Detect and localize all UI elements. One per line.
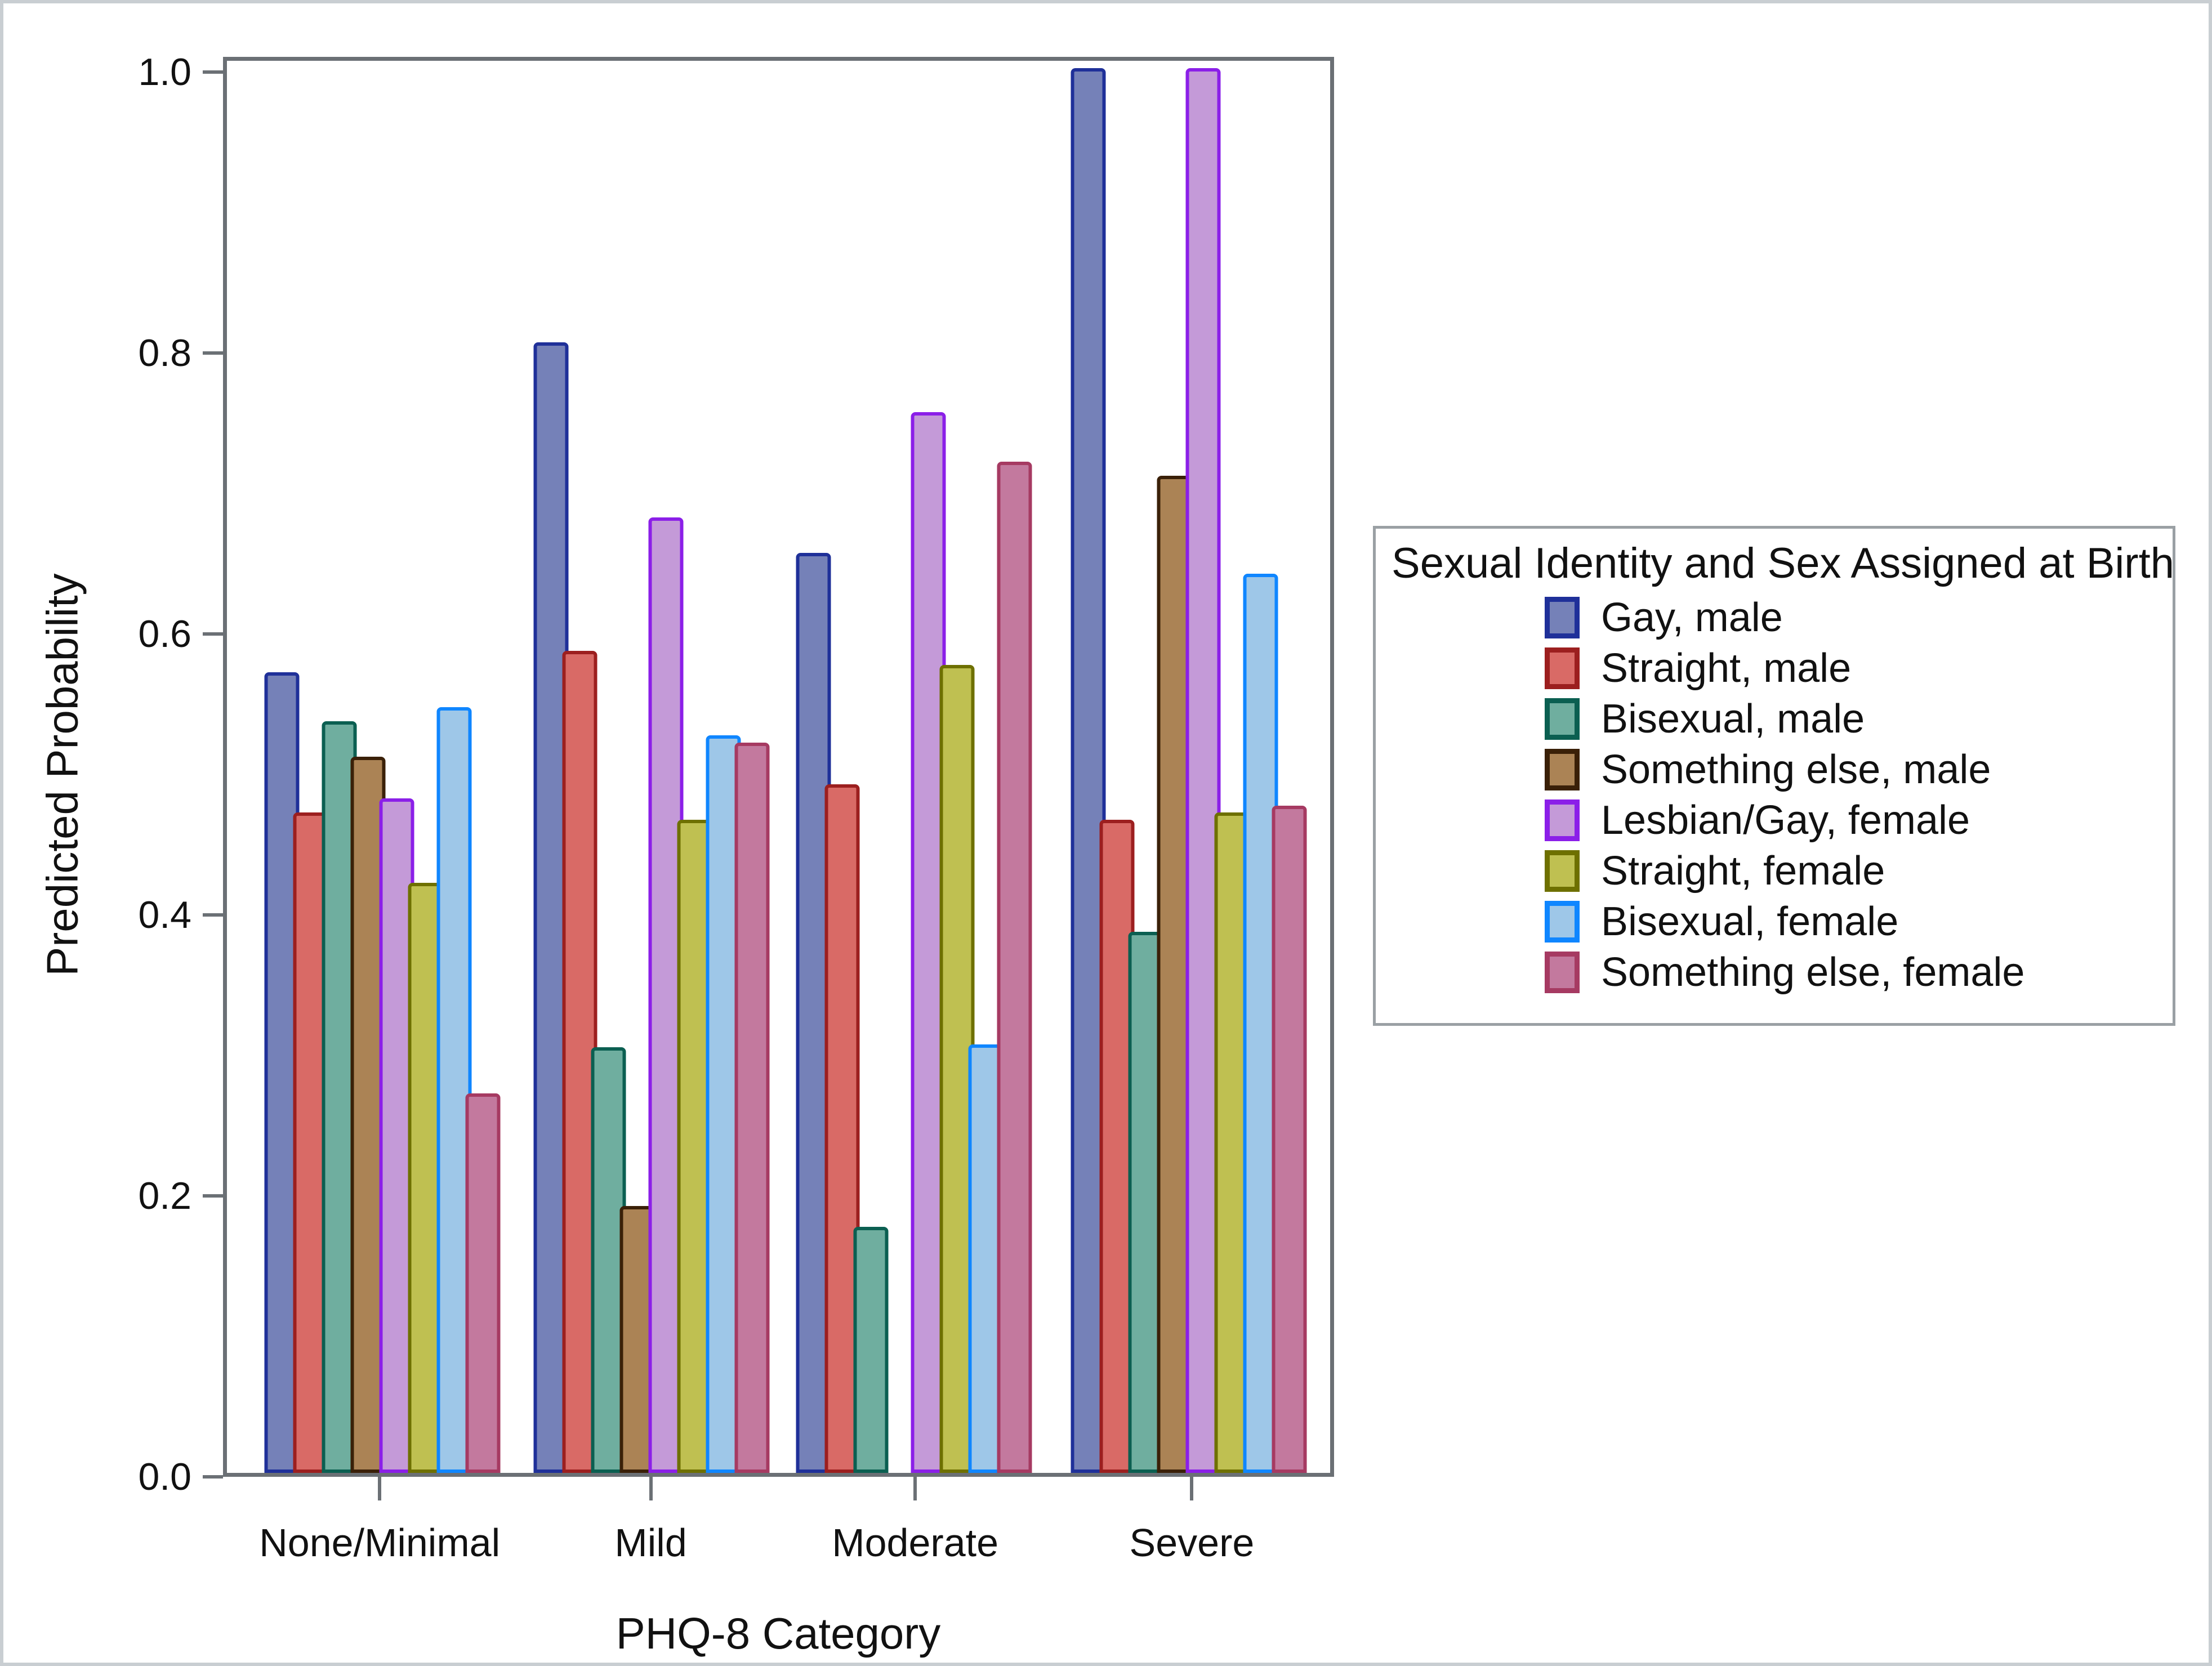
x-axis-category-label: Severe bbox=[1129, 1521, 1255, 1565]
y-axis-tick bbox=[203, 1475, 223, 1479]
legend-swatch-icon bbox=[1545, 901, 1580, 943]
legend-row: Lesbian/Gay, female bbox=[1545, 798, 1970, 843]
legend-swatch-icon bbox=[1545, 952, 1580, 993]
y-axis-tick-label: 0.0 bbox=[138, 1455, 191, 1498]
legend-row: Straight, female bbox=[1545, 848, 1885, 894]
legend-swatch-icon bbox=[1545, 597, 1580, 638]
y-axis-tick-label: 0.8 bbox=[138, 332, 191, 374]
legend-box: Sexual Identity and Sex Assigned at Birt… bbox=[1373, 526, 2175, 1026]
x-axis-category-label: Mild bbox=[614, 1521, 687, 1565]
legend-swatch-icon bbox=[1545, 698, 1580, 740]
legend-label: Something else, female bbox=[1601, 950, 2025, 995]
y-axis-tick-label: 0.6 bbox=[138, 613, 191, 655]
legend-label: Gay, male bbox=[1601, 595, 1783, 640]
y-axis-tick-label: 0.2 bbox=[138, 1174, 191, 1217]
y-axis-tick bbox=[203, 351, 223, 355]
legend-label: Straight, female bbox=[1601, 848, 1885, 894]
y-axis-tick bbox=[203, 913, 223, 917]
x-axis-tick bbox=[1190, 1477, 1194, 1500]
y-axis-tick bbox=[203, 70, 223, 74]
y-axis-tick bbox=[203, 1194, 223, 1198]
legend-swatch-icon bbox=[1545, 749, 1580, 790]
y-axis-tick bbox=[203, 632, 223, 636]
x-axis-tick bbox=[649, 1477, 653, 1500]
legend-swatch-icon bbox=[1545, 647, 1580, 689]
legend-row: Something else, female bbox=[1545, 950, 2024, 995]
x-axis-tick bbox=[913, 1477, 917, 1500]
bar-something-else-female bbox=[1272, 806, 1307, 1473]
legend-label: Lesbian/Gay, female bbox=[1601, 798, 1970, 843]
legend-row: Bisexual, male bbox=[1545, 696, 1865, 742]
bar-something-else-female bbox=[734, 743, 770, 1473]
legend-swatch-icon bbox=[1545, 799, 1580, 841]
x-axis-tick bbox=[378, 1477, 382, 1500]
legend-label: Something else, male bbox=[1601, 747, 1991, 792]
legend-title: Sexual Identity and Sex Assigned at Birt… bbox=[1392, 539, 2174, 587]
bar-something-else-female bbox=[465, 1093, 501, 1473]
bar-group-severe bbox=[1071, 68, 1307, 1473]
bar-group-moderate bbox=[796, 412, 1032, 1473]
y-axis-tick-label: 1.0 bbox=[138, 51, 191, 93]
x-axis-title: PHQ-8 Category bbox=[616, 1609, 941, 1658]
legend-label: Bisexual, male bbox=[1601, 696, 1865, 742]
legend-row: Something else, male bbox=[1545, 747, 1991, 792]
legend-row: Straight, male bbox=[1545, 646, 1851, 691]
legend-row: Bisexual, female bbox=[1545, 899, 1898, 944]
bar-group-mild bbox=[533, 342, 770, 1473]
x-axis-category-label: None/Minimal bbox=[259, 1521, 501, 1565]
x-axis-category-label: Moderate bbox=[832, 1521, 999, 1565]
legend-row: Gay, male bbox=[1545, 595, 1783, 640]
bar-gay-male bbox=[1071, 68, 1106, 1473]
y-axis-tick-label: 0.4 bbox=[138, 894, 191, 936]
legend-label: Straight, male bbox=[1601, 646, 1852, 691]
plot-area bbox=[223, 57, 1334, 1477]
legend-swatch-icon bbox=[1545, 850, 1580, 892]
bar-group-none-minimal bbox=[264, 672, 501, 1473]
legend-label: Bisexual, female bbox=[1601, 899, 1899, 944]
bar-bisexual-male bbox=[853, 1227, 889, 1473]
bar-something-else-female bbox=[997, 462, 1032, 1473]
